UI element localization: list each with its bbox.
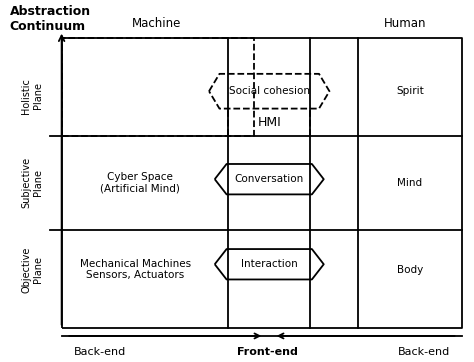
- Text: Interaction: Interaction: [241, 259, 298, 269]
- Text: Back-end: Back-end: [398, 347, 450, 357]
- Text: Mind: Mind: [397, 178, 423, 188]
- Text: Machine: Machine: [132, 17, 181, 30]
- Text: Body: Body: [397, 265, 423, 275]
- Text: Spirit: Spirit: [396, 86, 424, 96]
- Text: Front-end: Front-end: [237, 347, 298, 357]
- Text: HMI: HMI: [257, 116, 281, 129]
- Text: Mechanical Machines
Sensors, Actuators: Mechanical Machines Sensors, Actuators: [80, 259, 191, 281]
- Text: Social cohesion: Social cohesion: [229, 86, 310, 96]
- Text: Subjective
Plane: Subjective Plane: [21, 157, 43, 209]
- Text: Cyber Space
(Artificial Mind): Cyber Space (Artificial Mind): [100, 172, 180, 194]
- Text: Abstraction
Continuum: Abstraction Continuum: [9, 5, 91, 33]
- Text: Objective
Plane: Objective Plane: [21, 247, 43, 293]
- Text: Back-end: Back-end: [73, 347, 126, 357]
- Text: Holistic
Plane: Holistic Plane: [21, 78, 43, 114]
- Text: Conversation: Conversation: [235, 174, 304, 184]
- Text: Human: Human: [384, 17, 427, 30]
